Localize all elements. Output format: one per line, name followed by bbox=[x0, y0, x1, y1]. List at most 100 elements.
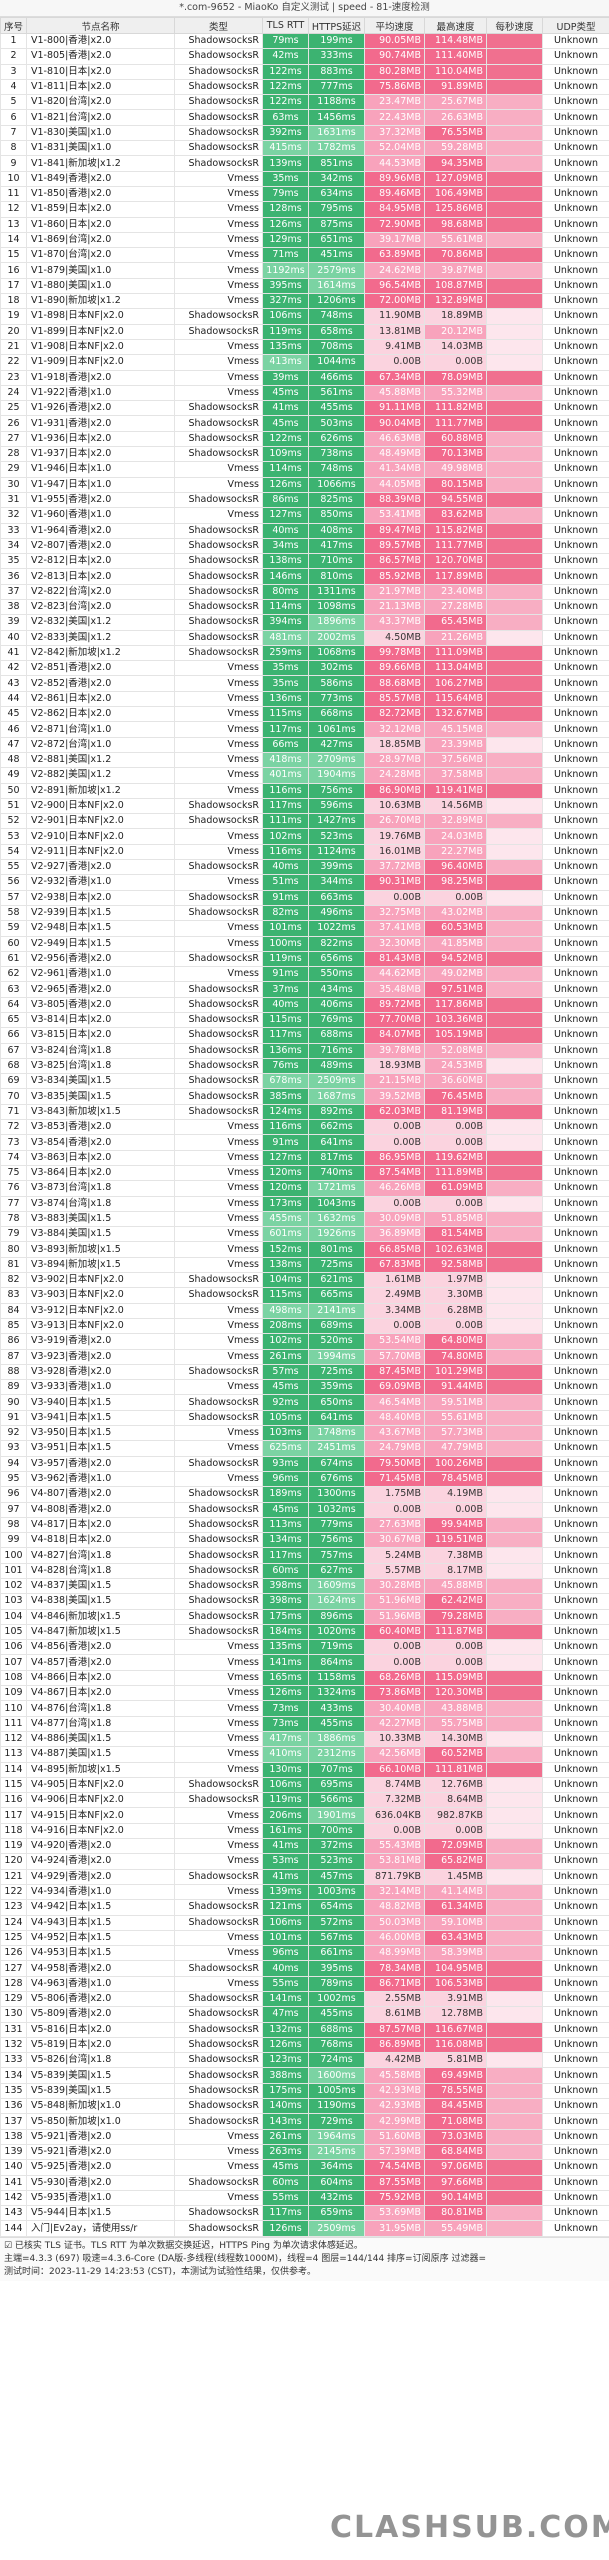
max-speed: 65.82MB bbox=[424, 1853, 487, 1870]
tls-rtt: 45ms bbox=[262, 1501, 309, 1518]
node-type: ShadowsocksR bbox=[174, 1042, 263, 1059]
avg-speed: 32.12MB bbox=[364, 721, 425, 738]
tls-rtt: 60ms bbox=[262, 2174, 309, 2191]
table-row: 63 V2-965|香港|x2.0 ShadowsocksR 37ms 434ms 35.… bbox=[0, 981, 609, 998]
max-speed: 100.26MB bbox=[424, 1455, 487, 1472]
https-latency: 851ms bbox=[308, 155, 365, 172]
https-latency: 433ms bbox=[308, 1700, 365, 1717]
speed-sparkline bbox=[486, 553, 543, 570]
speed-sparkline bbox=[486, 1853, 543, 1870]
udp-type: Unknown bbox=[542, 369, 609, 386]
node-type: ShadowsocksR bbox=[174, 904, 263, 922]
node-type: ShadowsocksR bbox=[174, 813, 263, 830]
https-latency: 1158ms bbox=[308, 1669, 365, 1687]
https-latency: 708ms bbox=[308, 338, 365, 356]
avg-speed: 3.34MB bbox=[364, 1302, 425, 1319]
avg-speed: 53.69MB bbox=[364, 2205, 425, 2222]
https-latency: 1896ms bbox=[308, 614, 365, 631]
tls-rtt: 96ms bbox=[262, 1470, 309, 1488]
tls-rtt: 184ms bbox=[262, 1623, 309, 1641]
node-type: ShadowsocksR bbox=[174, 400, 263, 417]
max-speed: 97.06MB bbox=[424, 2159, 487, 2176]
avg-speed: 37.72MB bbox=[364, 859, 425, 876]
tls-rtt: 117ms bbox=[262, 1547, 309, 1564]
node-type: Vmess bbox=[174, 1241, 263, 1258]
max-speed: 32.89MB bbox=[424, 813, 487, 830]
node-name: V3-957|香港|x2.0 bbox=[26, 1455, 175, 1472]
max-speed: 111.09MB bbox=[424, 644, 487, 662]
https-latency: 725ms bbox=[308, 1363, 365, 1381]
node-name: V2-807|香港|x2.0 bbox=[26, 537, 175, 555]
node-name: V3-902|日本NF|x2.0 bbox=[26, 1272, 175, 1289]
udp-type: Unknown bbox=[542, 660, 609, 677]
row-index: 14 bbox=[0, 231, 27, 249]
avg-speed: 63.89MB bbox=[364, 247, 425, 264]
speed-sparkline bbox=[486, 797, 543, 815]
row-index: 131 bbox=[0, 2021, 27, 2038]
table-row: 76 V3-873|台湾|x1.8 Vmess 120ms 1721ms 46.26MB 6… bbox=[0, 1180, 609, 1197]
https-latency: 738ms bbox=[308, 446, 365, 463]
row-index: 57 bbox=[0, 889, 27, 906]
node-name: V1-800|香港|x2.0 bbox=[26, 32, 175, 50]
row-index: 17 bbox=[0, 277, 27, 295]
avg-speed: 0.00B bbox=[364, 1501, 425, 1518]
avg-speed: 81.43MB bbox=[364, 950, 425, 968]
node-name: V5-819|日本|x2.0 bbox=[26, 2036, 175, 2054]
udp-type: Unknown bbox=[542, 1822, 609, 1840]
row-index: 115 bbox=[0, 1776, 27, 1794]
udp-type: Unknown bbox=[542, 767, 609, 784]
tls-rtt: 41ms bbox=[262, 400, 309, 417]
row-index: 22 bbox=[0, 354, 27, 371]
udp-type: Unknown bbox=[542, 751, 609, 769]
table-row: 20 V1-899|日本NF|x2.0 ShadowsocksR 119ms 658ms… bbox=[0, 323, 609, 340]
avg-speed: 73.86MB bbox=[364, 1685, 425, 1702]
avg-speed: 57.70MB bbox=[364, 1348, 425, 1365]
node-type: ShadowsocksR bbox=[174, 2067, 263, 2084]
speed-sparkline bbox=[486, 1593, 543, 1610]
node-name: V5-930|香港|x2.0 bbox=[26, 2174, 175, 2191]
max-speed: 24.53MB bbox=[424, 1057, 487, 1075]
avg-speed: 24.62MB bbox=[364, 262, 425, 279]
row-index: 29 bbox=[0, 461, 27, 478]
https-latency: 1206ms bbox=[308, 293, 365, 310]
row-index: 7 bbox=[0, 124, 27, 142]
node-type: Vmess bbox=[174, 1226, 263, 1243]
table-row: 89 V3-933|香港|x1.0 Vmess 45ms 359ms 69.09MB 91.… bbox=[0, 1379, 609, 1396]
row-index: 126 bbox=[0, 1945, 27, 1962]
node-name: V2-871|台湾|x1.0 bbox=[26, 721, 175, 738]
node-name: V4-807|香港|x2.0 bbox=[26, 1486, 175, 1503]
avg-speed: 28.97MB bbox=[364, 751, 425, 769]
tls-rtt: 101ms bbox=[262, 920, 309, 937]
max-speed: 113.04MB bbox=[424, 660, 487, 677]
tls-rtt: 71ms bbox=[262, 247, 309, 264]
udp-type: Unknown bbox=[542, 109, 609, 126]
node-type: Vmess bbox=[174, 1210, 263, 1228]
row-index: 71 bbox=[0, 1103, 27, 1121]
max-speed: 111.89MB bbox=[424, 1164, 487, 1182]
node-name: V4-846|新加坡|x1.5 bbox=[26, 1608, 175, 1625]
https-latency: 359ms bbox=[308, 1379, 365, 1396]
https-latency: 896ms bbox=[308, 1608, 365, 1625]
avg-speed: 31.95MB bbox=[364, 2220, 425, 2237]
avg-speed: 32.14MB bbox=[364, 1883, 425, 1901]
avg-speed: 39.52MB bbox=[364, 1088, 425, 1105]
udp-type: Unknown bbox=[542, 1975, 609, 1993]
node-name: V4-924|香港|x2.0 bbox=[26, 1853, 175, 1870]
udp-type: Unknown bbox=[542, 996, 609, 1014]
row-index: 53 bbox=[0, 828, 27, 845]
row-index: 140 bbox=[0, 2159, 27, 2176]
avg-speed: 90.31MB bbox=[364, 874, 425, 891]
tls-rtt: 117ms bbox=[262, 797, 309, 815]
avg-speed: 87.57MB bbox=[364, 2021, 425, 2038]
node-name: V4-886|美国|x1.5 bbox=[26, 1730, 175, 1748]
speed-sparkline bbox=[486, 1929, 543, 1947]
speed-sparkline bbox=[486, 1149, 543, 1166]
https-latency: 1456ms bbox=[308, 109, 365, 126]
row-index: 136 bbox=[0, 2098, 27, 2115]
https-latency: 668ms bbox=[308, 706, 365, 723]
table-row: 26 V1-931|香港|x2.0 ShadowsocksR 45ms 503ms 90.… bbox=[0, 415, 609, 432]
udp-type: Unknown bbox=[542, 1577, 609, 1595]
table-row: 119 V4-920|香港|x2.0 Vmess 41ms 372ms 55.43MB 72… bbox=[0, 1838, 609, 1855]
speed-sparkline bbox=[486, 1547, 543, 1564]
speed-sparkline bbox=[486, 1287, 543, 1304]
